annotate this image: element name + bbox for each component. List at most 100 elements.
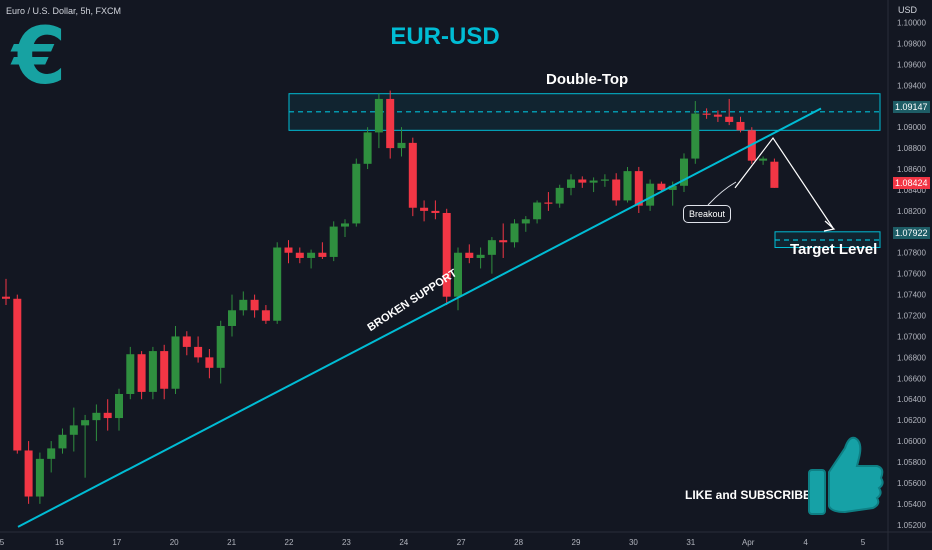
candle-body (600, 179, 609, 181)
candle-body (713, 114, 722, 117)
price-tick-label: 1.08400 (897, 186, 926, 195)
candle-body (487, 240, 496, 255)
time-tick-label: 5 (861, 538, 866, 547)
price-tick-label: 1.05800 (897, 458, 926, 467)
candle-body (92, 412, 101, 421)
price-tick-label: 1.09000 (897, 123, 926, 132)
candle-body (137, 354, 146, 392)
candle-body (307, 252, 316, 258)
candle-body (58, 434, 67, 449)
price-tick-label: 1.05400 (897, 500, 926, 509)
candle-body (612, 179, 621, 201)
candle-body (691, 113, 700, 159)
candle-body (81, 420, 90, 426)
candle-body (228, 310, 236, 326)
time-tick-label: 16 (55, 538, 64, 547)
candle-body (623, 171, 632, 201)
candle-body (725, 116, 734, 122)
price-tick-label: 1.08200 (897, 207, 926, 216)
double-top-label: Double-Top (546, 71, 629, 88)
candle-body (284, 247, 293, 253)
candle-body (476, 254, 485, 258)
candle-body (47, 448, 56, 459)
candle-body (341, 223, 349, 227)
candle-body (499, 240, 508, 243)
price-tick-label: 1.07200 (897, 312, 926, 321)
candle-body (702, 113, 711, 115)
price-tick-label: 1.09400 (897, 81, 926, 90)
candle-body (295, 252, 304, 258)
price-tick-label: 1.09600 (897, 60, 926, 69)
candle-body (386, 98, 395, 149)
candle-body (759, 158, 768, 161)
like-subscribe-label: LIKE and SUBSCRIBE (685, 488, 812, 502)
candle-body (521, 219, 530, 224)
time-tick-label: 27 (457, 538, 466, 547)
time-tick-label: 5 (0, 538, 5, 547)
candle-body (69, 425, 78, 435)
symbol-label: Euro / U.S. Dollar, 5h, FXCM (6, 6, 122, 16)
candle-body (160, 351, 169, 389)
breakout-pointer (707, 181, 737, 206)
candle-body (24, 450, 33, 497)
candle-body (205, 357, 214, 368)
chart-title: EUR-USD (390, 23, 500, 50)
time-tick-label: 23 (342, 538, 351, 547)
candle-body (352, 163, 361, 224)
price-tick-label: 1.10000 (897, 19, 926, 28)
price-tick-label: 1.07400 (897, 291, 926, 300)
time-tick-label: 21 (227, 538, 236, 547)
price-tick-label: 1.05600 (897, 479, 926, 488)
price-tag-target: 1.07922 (893, 227, 930, 239)
projection-path (734, 136, 834, 229)
candle-body (668, 185, 677, 190)
candle-body (533, 202, 542, 220)
price-tick-label: 1.08800 (897, 144, 926, 153)
time-tick-label: 17 (112, 538, 121, 547)
candle-body (408, 142, 417, 208)
candle-body (544, 202, 553, 204)
price-tick-label: 1.07000 (897, 332, 926, 341)
candle-body (431, 210, 440, 213)
price-tick-label: 1.06800 (897, 353, 926, 362)
candle-body (194, 346, 203, 358)
candle-body (680, 158, 688, 186)
price-tick-label: 1.06200 (897, 416, 926, 425)
time-tick-label: 22 (285, 538, 294, 547)
candle-body (454, 252, 462, 297)
time-tick-label: 4 (803, 538, 808, 547)
price-tick-label: 1.09800 (897, 39, 926, 48)
price-tick-label: 1.06400 (897, 395, 926, 404)
candle-body (657, 183, 666, 190)
candle-body (115, 393, 123, 419)
time-tick-label: 30 (629, 538, 638, 547)
price-tick-label: 1.06600 (897, 374, 926, 383)
candle-body (770, 161, 779, 188)
thumbs-up-icon (805, 430, 885, 522)
time-tick-label: 29 (572, 538, 581, 547)
candle-body (567, 179, 575, 188)
projection-arrowhead (823, 220, 836, 232)
support-trendline (17, 107, 822, 528)
candle-body (35, 458, 44, 497)
price-tick-label: 1.06000 (897, 437, 926, 446)
time-tick-label: 28 (514, 538, 523, 547)
candle-body (182, 336, 191, 347)
candle-body (171, 336, 180, 389)
time-tick-label: 31 (686, 538, 695, 547)
price-tick-label: 1.07800 (897, 249, 926, 258)
price-tag-current: 1.08424 (893, 177, 930, 189)
breakout-callout: Breakout (683, 205, 732, 223)
candle-body (555, 187, 564, 204)
price-tag-top-zone: 1.09147 (893, 101, 930, 113)
time-tick-label: 20 (170, 538, 179, 547)
candle-body (250, 299, 259, 311)
candle-body (634, 171, 643, 206)
candle-body (510, 223, 519, 243)
candle-body (126, 354, 135, 394)
candle-body (103, 412, 112, 419)
time-tick-label: Apr (742, 538, 755, 547)
candle-body (2, 296, 10, 299)
